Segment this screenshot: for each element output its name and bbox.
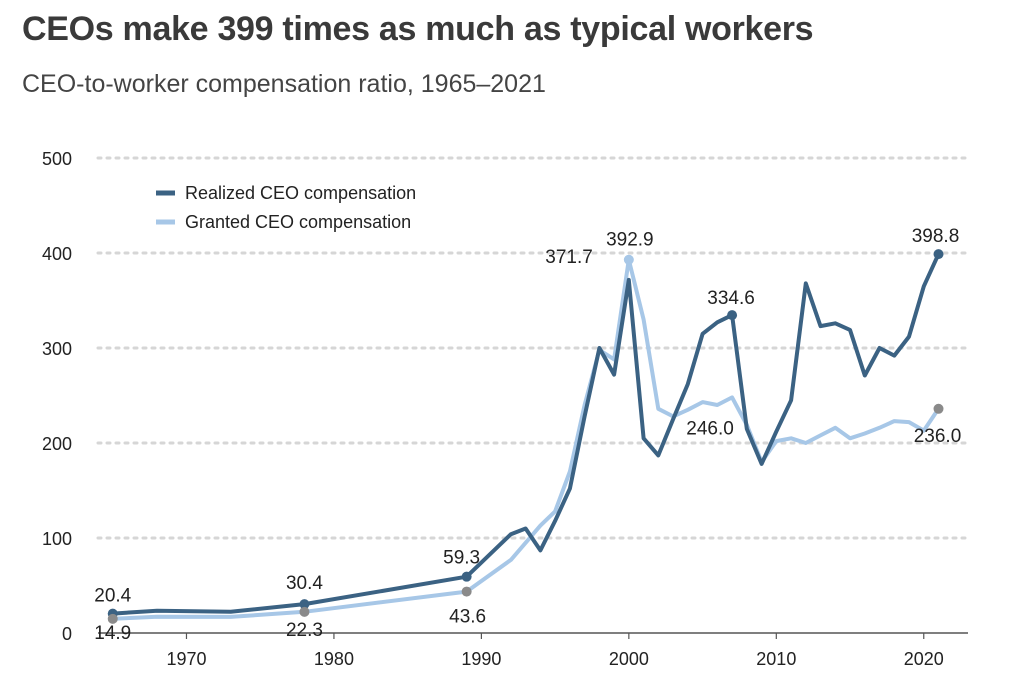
data-point-marker	[461, 571, 472, 582]
data-label: 334.6	[707, 288, 755, 309]
data-label: 14.9	[94, 623, 131, 644]
y-tick-label: 0	[62, 624, 72, 644]
y-tick-label: 400	[42, 244, 72, 264]
chart-title: CEOs make 399 times as much as typical w…	[22, 10, 814, 48]
series-layer	[110, 252, 941, 621]
point-layer	[107, 249, 944, 624]
data-point-marker	[299, 606, 310, 617]
data-label: 371.7	[545, 247, 593, 268]
y-tick-label: 100	[42, 529, 72, 549]
data-label: 22.3	[286, 620, 323, 641]
data-label: 59.3	[443, 548, 480, 569]
axis-layer: 0 100 200 300 400 500 1970 1980 1990 2000 2010 2020	[42, 149, 968, 669]
label-layer: 20.4 14.9 30.4 22.3 59.3 43.6 371.7 392.9 334.6 2…	[94, 226, 961, 644]
y-tick-label: 200	[42, 434, 72, 454]
data-label: 30.4	[286, 573, 323, 594]
data-point-marker	[107, 613, 118, 624]
data-label: 398.8	[912, 226, 960, 247]
legend-label: Realized CEO compensation	[185, 183, 416, 203]
data-point-marker	[933, 403, 944, 414]
chart-subtitle: CEO-to-worker compensation ratio, 1965–2…	[22, 70, 546, 98]
x-tick-label: 2000	[609, 649, 649, 669]
data-point-marker	[933, 249, 944, 260]
data-label: 43.6	[449, 607, 486, 628]
x-tick-label: 1970	[166, 649, 206, 669]
data-point-marker	[461, 586, 472, 597]
x-tick-label: 1990	[461, 649, 501, 669]
data-label: 20.4	[94, 586, 131, 607]
series-line-granted	[110, 257, 941, 621]
legend: Realized CEO compensation Granted CEO com…	[156, 183, 416, 232]
data-point-marker	[727, 310, 738, 321]
data-point-marker	[623, 254, 634, 265]
data-label: 246.0	[686, 418, 734, 439]
data-label: 236.0	[914, 426, 962, 447]
data-label: 392.9	[606, 230, 654, 251]
series-line-realized	[110, 252, 941, 616]
x-tick-label: 2010	[756, 649, 796, 669]
y-tick-label: 300	[42, 339, 72, 359]
x-tick-label: 2020	[904, 649, 944, 669]
data-point-marker	[299, 599, 310, 610]
legend-label: Granted CEO compensation	[185, 212, 411, 232]
y-tick-label: 500	[42, 149, 72, 169]
x-tick-label: 1980	[314, 649, 354, 669]
